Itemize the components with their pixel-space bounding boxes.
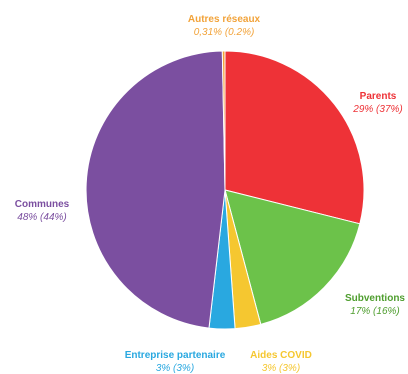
label-parents-value: 29% (37%) bbox=[352, 104, 402, 115]
label-communes: Communes 48% (44%) bbox=[15, 199, 70, 223]
label-autres-reseaux-name: Autres réseaux bbox=[188, 14, 261, 25]
label-autres-reseaux-value: 0,31% (0.2%) bbox=[194, 27, 255, 38]
pie-slices bbox=[85, 50, 365, 330]
label-aides-covid: Aides COVID 3% (3%) bbox=[250, 350, 312, 374]
pie-labels: Autres réseaux 0,31% (0.2%) Parents 29% … bbox=[15, 14, 406, 374]
pie-slice-communes bbox=[85, 50, 226, 329]
label-subventions: Subventions 17% (16%) bbox=[345, 293, 405, 317]
label-entreprise-partenaire-value: 3% (3%) bbox=[156, 363, 194, 374]
label-subventions-value: 17% (16%) bbox=[350, 306, 399, 317]
label-communes-value: 48% (44%) bbox=[17, 212, 66, 223]
label-aides-covid-value: 3% (3%) bbox=[262, 363, 300, 374]
label-autres-reseaux: Autres réseaux 0,31% (0.2%) bbox=[188, 14, 261, 38]
pie-slice-parents bbox=[224, 50, 365, 225]
label-entreprise-partenaire: Entreprise partenaire 3% (3%) bbox=[125, 350, 226, 374]
pie-slice-autres-reseaux bbox=[221, 50, 226, 191]
label-entreprise-partenaire-name: Entreprise partenaire bbox=[125, 350, 226, 361]
label-parents-name: Parents bbox=[360, 91, 397, 102]
label-aides-covid-name: Aides COVID bbox=[250, 350, 312, 361]
pie-slice-subventions bbox=[224, 189, 361, 325]
label-communes-name: Communes bbox=[15, 199, 70, 210]
label-subventions-name: Subventions bbox=[345, 293, 405, 304]
label-parents: Parents 29% (37%) bbox=[352, 91, 402, 115]
